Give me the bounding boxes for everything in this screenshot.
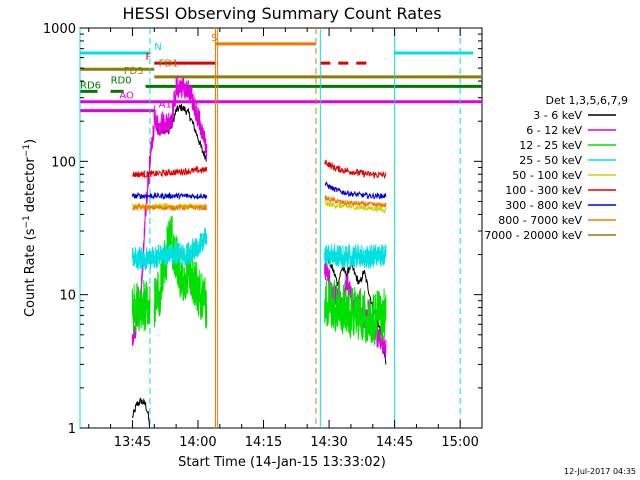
- legend: Det 1,3,5,6,7,9 3 - 6 keV 6 - 12 keV 12 - …: [484, 94, 628, 242]
- x-tick-label: 14:15: [245, 435, 282, 450]
- chart-title: HESSI Observing Summary Count Rates: [122, 4, 441, 23]
- flag-label: FD3: [124, 66, 144, 77]
- y-tick-label: 1: [68, 422, 76, 437]
- series-line: [131, 280, 151, 334]
- flag-label: FD1: [159, 58, 179, 69]
- timestamp: 12-Jul-2017 04:35: [564, 467, 636, 476]
- legend-entry-label: 50 - 100 keV: [512, 169, 582, 182]
- y-tick-label: 1000: [43, 22, 76, 37]
- y-axis-exp-2: −1: [22, 144, 32, 157]
- series-line: [131, 227, 208, 271]
- legend-entry-label: 25 - 50 keV: [519, 154, 582, 167]
- x-tick-label: 15:00: [441, 435, 478, 450]
- legend-entry-label: 800 - 7000 keV: [498, 214, 582, 227]
- flag-label: A1: [159, 100, 172, 111]
- series-line: [131, 191, 208, 201]
- legend-entry-label: 100 - 300 keV: [505, 184, 582, 197]
- series-line: [324, 159, 387, 180]
- legend-entry-label: 7000 - 20000 keV: [484, 229, 582, 242]
- series-line: [153, 76, 208, 160]
- series-line: [131, 397, 150, 428]
- axis-layer: 1 10 100 1000 13:45 14:00 14:15 14:30 14:45 15:00: [43, 22, 482, 450]
- vlines-layer: [79, 28, 461, 428]
- series-layer: [131, 76, 387, 428]
- flag-label: AO: [119, 91, 134, 102]
- x-axis-label: Start Time (14-Jan-15 13:33:02): [178, 455, 386, 470]
- x-tick-label: 14:30: [310, 435, 347, 450]
- legend-entry-label: 3 - 6 keV: [533, 109, 582, 122]
- legend-title: Det 1,3,5,6,7,9: [545, 94, 628, 107]
- series-line: [324, 181, 387, 200]
- y-axis-label: Count Rate (s−1detector−1): [22, 139, 38, 317]
- y-axis-close-paren: ): [23, 139, 38, 144]
- y-axis-label-main: Count Rate (s: [23, 228, 38, 317]
- y-axis-label-unit: detector: [23, 157, 38, 213]
- legend-entry-label: 6 - 12 keV: [526, 124, 582, 137]
- series-line: [324, 278, 387, 345]
- plot-frame: [79, 27, 483, 429]
- x-tick-label: 14:45: [376, 435, 413, 450]
- flag-label: N: [154, 42, 161, 53]
- flag-label: S: [211, 33, 217, 44]
- series-line: [153, 215, 208, 329]
- legend-entry-label: 12 - 25 keV: [519, 139, 582, 152]
- series-line: [132, 165, 208, 180]
- series-line: [324, 195, 387, 208]
- flag-label: RD6: [80, 80, 101, 91]
- x-tick-label: 14:00: [179, 435, 216, 450]
- flag-label: RD0: [111, 75, 132, 86]
- series-line: [324, 201, 387, 214]
- series-line: [131, 203, 207, 212]
- y-tick-label: 10: [59, 289, 76, 304]
- y-axis-exp-1: −1: [22, 215, 32, 228]
- legend-entry-label: 300 - 800 keV: [505, 199, 582, 212]
- flag-label: F: [146, 52, 152, 63]
- x-tick-label: 13:45: [114, 435, 151, 450]
- y-tick-label: 100: [51, 155, 76, 170]
- series-line: [324, 243, 387, 269]
